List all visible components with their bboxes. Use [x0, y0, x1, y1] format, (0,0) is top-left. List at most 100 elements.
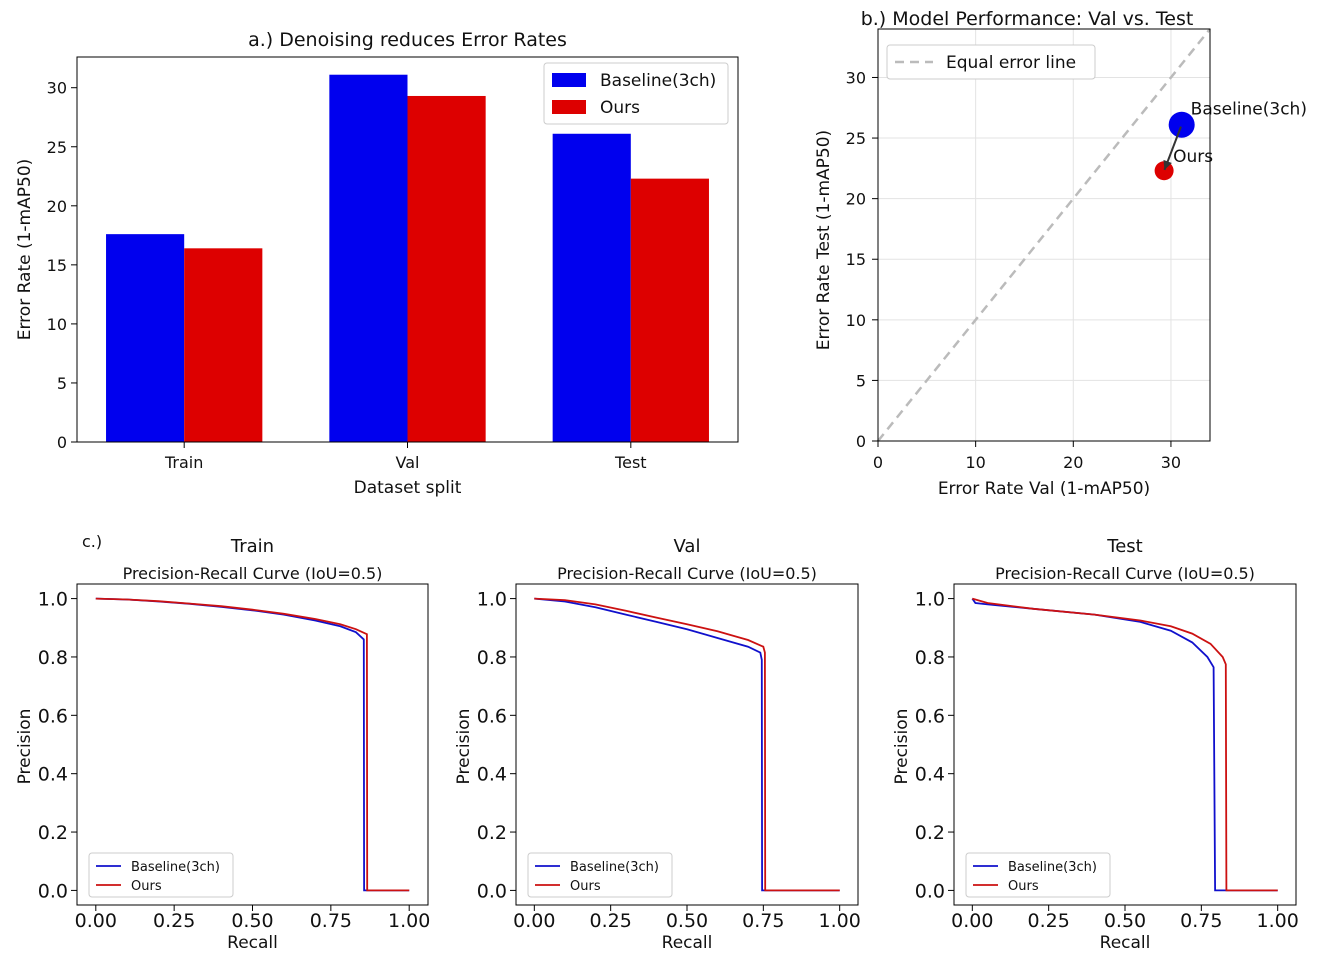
y-tick-label: 30: [846, 68, 866, 87]
bar-baseline-3ch--train: [106, 234, 185, 442]
curve-ours: [972, 597, 1278, 892]
chart-title: a.) Denoising reduces Error Rates: [248, 29, 567, 51]
x-tick-label: 0.25: [1028, 910, 1070, 932]
y-tick-label: 0.0: [38, 880, 68, 902]
x-tick-label: 1.00: [1257, 910, 1299, 932]
legend-box: [88, 852, 234, 898]
x-tick-label: 0.50: [666, 910, 708, 932]
chart-title: b.) Model Performance: Val vs. Test: [861, 8, 1194, 30]
x-tick-label: 1.00: [388, 910, 430, 932]
y-tick-label: 10: [47, 315, 67, 334]
y-axis-label: Precision: [454, 709, 474, 785]
x-tick-label: 20: [1063, 453, 1083, 472]
bar-ours-val: [407, 95, 486, 443]
legend-label: Equal error line: [946, 53, 1076, 73]
x-axis-label: Recall: [1100, 933, 1151, 953]
y-tick-label: 0.6: [38, 705, 68, 727]
legend-label: Baseline(3ch): [570, 860, 659, 875]
x-tick-label: 1.00: [819, 910, 861, 932]
x-tick-label: 0.00: [951, 910, 993, 932]
y-axis-label: Error Rate Test (1-mAP50): [814, 130, 834, 350]
bar-ours-test: [630, 178, 709, 442]
bar-baseline-3ch--val: [329, 74, 408, 442]
legend: Baseline(3ch) Ours: [965, 852, 1111, 898]
pr-curve-val: 0.0 0.2 0.4 0.6 0.8 1.0 0.00 0.25 0.50 0.75 1.00 Va…: [454, 536, 861, 953]
point-ours: [1154, 161, 1174, 181]
y-tick-label: 0.8: [38, 647, 68, 669]
x-axis-label: Recall: [662, 933, 713, 953]
y-tick-label: 0.2: [38, 822, 68, 844]
y-tick-label: 5: [57, 374, 67, 393]
y-tick-label: 15: [47, 256, 67, 275]
y-tick-label: 15: [846, 250, 866, 269]
y-tick-label: 0.2: [477, 822, 507, 844]
curve-ours: [95, 597, 410, 892]
y-tick-label: 0.0: [477, 880, 507, 902]
x-tick-label: 30: [1161, 453, 1181, 472]
y-tick-label: 0.0: [915, 880, 945, 902]
bar-baseline-3ch--test: [552, 133, 631, 443]
bar-chart-a: 0 5 10 15 20 25 30 Train Val Test a.) Denoising re…: [15, 29, 739, 498]
point-baseline-3ch-: [1168, 111, 1195, 138]
legend-label: Ours: [1008, 879, 1039, 894]
x-tick-label: 0.00: [75, 910, 117, 932]
y-tick-label: 20: [47, 197, 67, 216]
point-label: Ours: [1173, 147, 1213, 167]
legend-label: Ours: [600, 98, 640, 118]
chart-subtitle: Precision-Recall Curve (IoU=0.5): [995, 564, 1255, 583]
bar-ours-train: [184, 248, 263, 442]
legend: Baseline(3ch) Ours: [527, 852, 673, 898]
y-tick-label: 0.8: [477, 647, 507, 669]
x-axis-label: Error Rate Val (1-mAP50): [938, 479, 1150, 499]
pr-curve-test: 0.0 0.2 0.4 0.6 0.8 1.0 0.00 0.25 0.50 0.75 1.00 Te…: [892, 536, 1299, 953]
x-tick-label: 10: [965, 453, 985, 472]
y-tick-label: 10: [846, 311, 866, 330]
curve-baseline-3ch-: [95, 597, 410, 892]
x-tick-label: 0.25: [153, 910, 195, 932]
panel-label: c.): [82, 532, 102, 551]
y-tick-label: 0.6: [477, 705, 507, 727]
curve-baseline-3ch-: [971, 598, 1278, 892]
y-tick-label: 25: [47, 138, 67, 157]
pr-curve-train: 0.0 0.2 0.4 0.6 0.8 1.0 0.00 0.25 0.50 0.75 1.00 Tr…: [15, 532, 430, 953]
x-tick-label: 0.25: [590, 910, 632, 932]
chart-title: Train: [230, 536, 274, 557]
x-tick-label: 0.50: [231, 910, 273, 932]
y-tick-label: 0.2: [915, 822, 945, 844]
y-tick-label: 0: [57, 433, 67, 452]
x-tick-label: Test: [614, 453, 647, 472]
curve-ours: [534, 597, 840, 892]
legend-label: Baseline(3ch): [1008, 860, 1097, 875]
y-tick-label: 30: [47, 79, 67, 98]
y-tick-label: 0.4: [477, 764, 507, 786]
equal-error-line: [877, 28, 1211, 442]
point-label: Baseline(3ch): [1191, 100, 1307, 120]
y-axis-label: Precision: [15, 709, 35, 785]
legend-box: [527, 852, 673, 898]
y-tick-label: 1.0: [477, 589, 507, 611]
legend-label: Ours: [570, 879, 601, 894]
x-tick-label: 0.75: [1180, 910, 1222, 932]
y-tick-label: 0: [856, 432, 866, 451]
legend-label: Baseline(3ch): [131, 860, 220, 875]
legend-swatch: [552, 73, 586, 87]
legend-box: [886, 44, 1096, 80]
x-axis-label: Dataset split: [354, 478, 462, 498]
y-tick-label: 25: [846, 129, 866, 148]
x-tick-label: 0: [873, 453, 883, 472]
x-tick-label: 0.75: [310, 910, 352, 932]
legend-box: [543, 62, 729, 125]
y-tick-label: 1.0: [38, 589, 68, 611]
y-axis-label: Error Rate (1-mAP50): [15, 159, 35, 341]
x-tick-label: 0.50: [1104, 910, 1146, 932]
y-tick-label: 5: [856, 371, 866, 390]
x-tick-label: 0.00: [513, 910, 555, 932]
legend: Baseline(3ch) Ours: [543, 62, 729, 125]
scatter-chart-b: Baseline(3ch) Ours 0 5 10 15 20 25 30 0 10 20 30 b.) …: [814, 8, 1307, 499]
chart-title: Val: [674, 536, 701, 557]
x-tick-label: 0.75: [742, 910, 784, 932]
legend-swatch: [552, 100, 586, 114]
y-axis-label: Precision: [892, 709, 912, 785]
chart-title: Test: [1106, 536, 1142, 557]
